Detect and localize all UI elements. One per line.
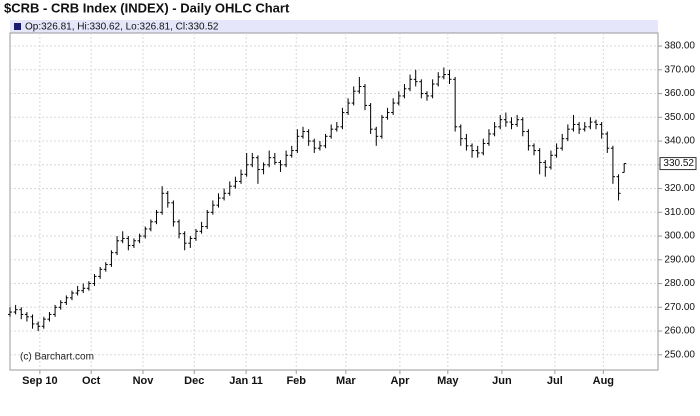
y-tick-label: 270.00 (664, 302, 695, 313)
y-tick-label: 380.00 (664, 41, 695, 52)
bars (8, 67, 627, 332)
last-price-label: 330.52 (663, 158, 694, 169)
y-tick-label: 310.00 (664, 207, 695, 218)
x-tick-label: May (437, 375, 459, 387)
chart-title: $CRB - CRB Index (INDEX) - Daily OHLC Ch… (4, 0, 290, 15)
x-tick-label: Jun (492, 375, 512, 387)
y-tick-label: 300.00 (664, 231, 695, 242)
x-tick-label: Feb (286, 375, 306, 387)
y-tick-label: 360.00 (664, 88, 695, 99)
y-tick-label: 290.00 (664, 254, 695, 265)
x-tick-label: Aug (593, 375, 614, 387)
watermark: (c) Barchart.com (20, 352, 94, 363)
y-tick-label: 250.00 (664, 349, 695, 360)
legend-swatch (14, 23, 21, 30)
y-tick-label: 340.00 (664, 136, 695, 147)
grid (10, 33, 658, 370)
y-tick-label: 350.00 (664, 112, 695, 123)
x-tick-label: Sep 10 (22, 375, 57, 387)
last-price-box (659, 157, 697, 171)
x-tick-label: Jan 11 (229, 375, 263, 387)
y-tick-label: 260.00 (664, 326, 695, 337)
legend-text: Op:326.81, Hi:330.62, Lo:326.81, Cl:330.… (25, 22, 219, 33)
legend-band (10, 20, 658, 33)
x-tick-label: Nov (133, 375, 155, 387)
x-tick-label: Jul (547, 375, 563, 387)
plot-area (9, 32, 659, 371)
y-tick-label: 370.00 (664, 64, 695, 75)
y-tick-label: 280.00 (664, 278, 695, 289)
x-tick-label: Dec (184, 375, 204, 387)
x-tick-label: Oct (82, 375, 101, 387)
x-tick-label: Mar (336, 375, 356, 387)
x-tick-label: Apr (390, 375, 410, 387)
y-tick-label: 320.00 (664, 183, 695, 194)
